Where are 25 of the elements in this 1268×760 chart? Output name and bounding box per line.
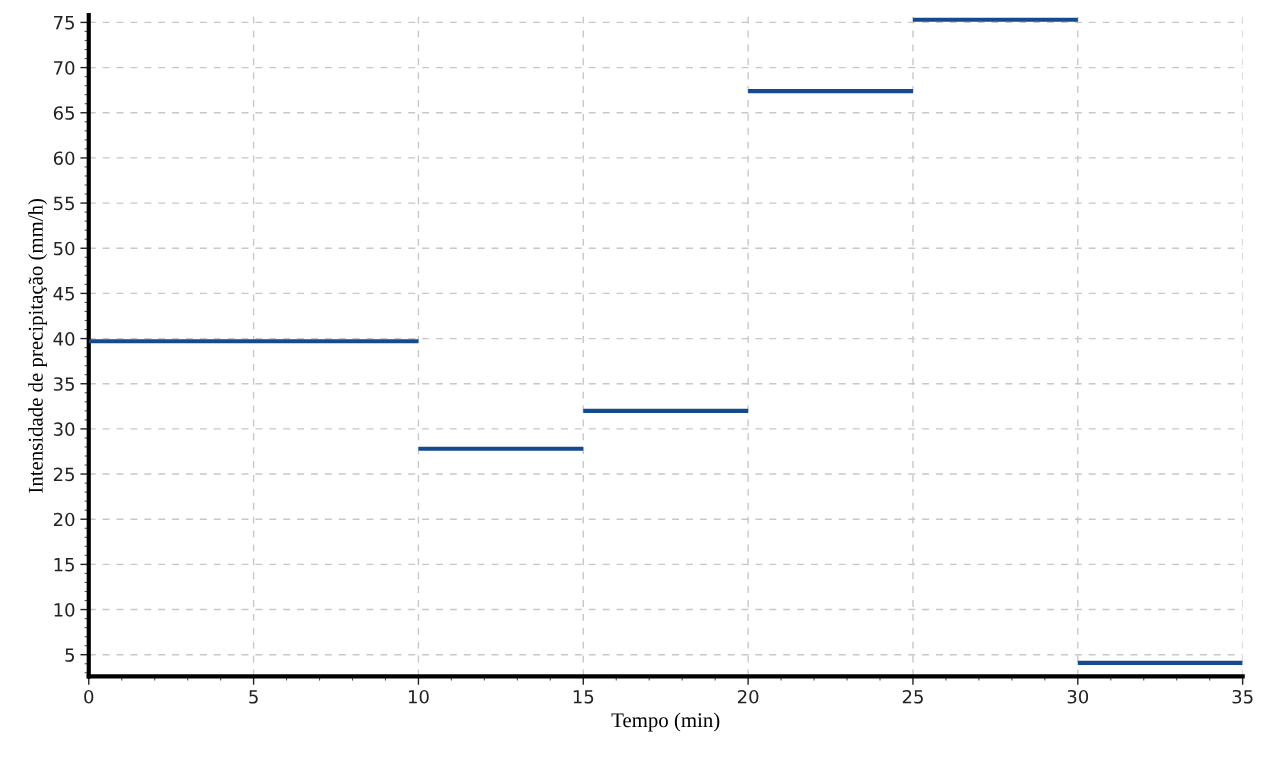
x-tick-label: 0 [84,689,94,704]
y-tick-label: 75 [54,16,74,30]
y-tick-label: 40 [53,332,75,346]
y-tick-label: 70 [54,61,75,75]
x-tick-label: 5 [249,690,258,704]
y-tick-label: 30 [53,422,75,437]
y-tick-label: 10 [54,603,75,617]
x-tick-label: 25 [902,689,923,704]
y-tick-label: 65 [53,106,74,120]
x-tick-label: 10 [408,689,429,704]
x-axis-title: Tempo (min) [611,712,720,732]
y-tick-label: 15 [54,558,74,572]
x-tick-label: 30 [1067,689,1089,704]
y-tick-label: 25 [53,467,74,482]
y-tick-label: 5 [65,648,74,662]
y-tick-label: 60 [53,151,75,166]
x-tick-label: 20 [737,689,759,704]
x-tick-label: 35 [1232,689,1253,704]
y-tick-label: 50 [53,241,75,256]
y-tick-label: 55 [53,196,74,211]
y-tick-label: 35 [53,377,74,391]
y-axis-title: Intensidade de precipitação (mm/h) [28,198,48,493]
x-tick-label: 15 [573,690,594,704]
y-tick-label: 45 [53,287,74,301]
y-tick-label: 20 [53,512,75,527]
